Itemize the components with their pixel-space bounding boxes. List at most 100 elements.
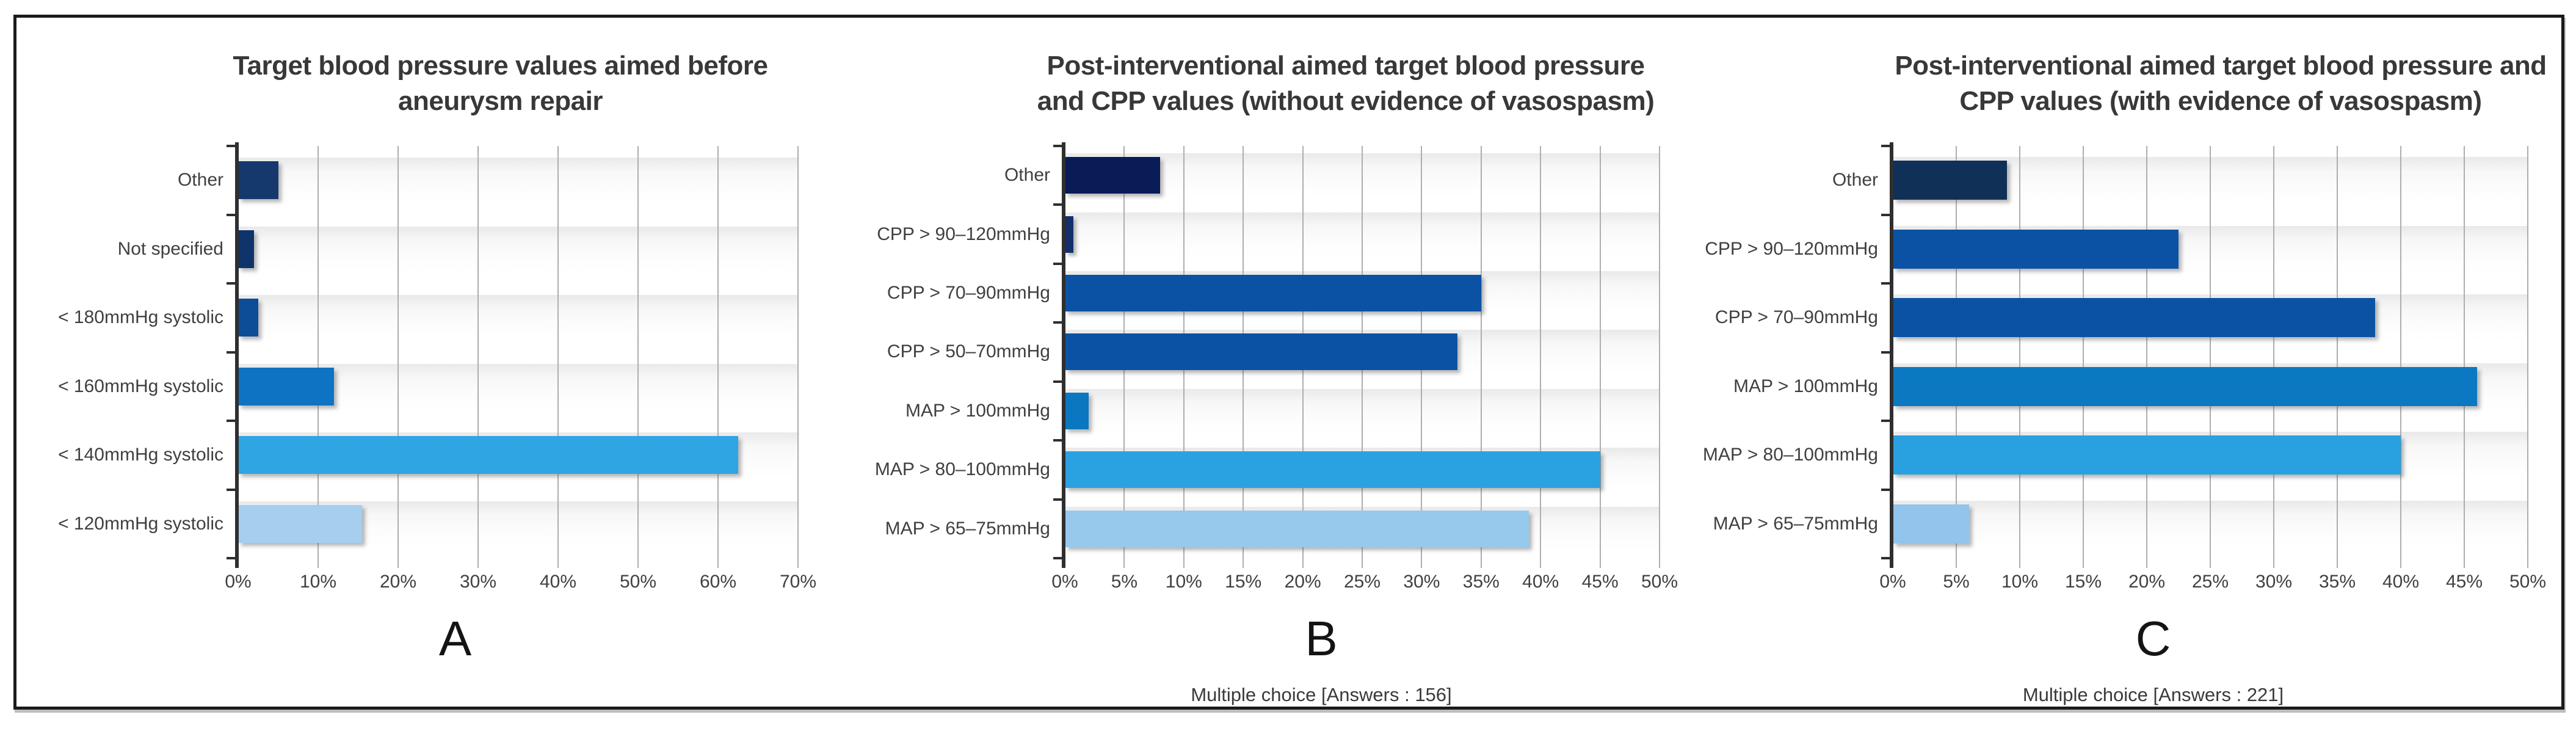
bar-track bbox=[238, 295, 798, 341]
category-label: Other bbox=[1004, 165, 1050, 186]
x-tick-label: 40% bbox=[2382, 572, 2420, 592]
category-label: CPP > 70–90mmHg bbox=[887, 283, 1050, 304]
bar bbox=[238, 299, 258, 337]
x-axis-tick-labels: 0% 5% 10% 15% 20% 25% 30% 35% 40% 45% 50% bbox=[1051, 568, 1678, 601]
gridline bbox=[2464, 146, 2465, 568]
gridline bbox=[397, 146, 399, 568]
gridline bbox=[1956, 146, 1957, 568]
plot-area: Other CPP > 90–120mmHg CPP > 70–90mmHg MAP … bbox=[1703, 142, 2528, 568]
gridline bbox=[1540, 146, 1542, 568]
x-tick-label: 0% bbox=[1879, 572, 1906, 592]
bar bbox=[1065, 157, 1160, 194]
plot-area: Other CPP > 90–120mmHg CPP > 70–90mmHg CPP … bbox=[875, 142, 1660, 568]
gridline bbox=[797, 146, 799, 568]
y-axis-tick bbox=[1053, 203, 1062, 206]
x-tick-label: 45% bbox=[2445, 572, 2483, 592]
bar bbox=[1065, 216, 1073, 253]
panel-letter: C bbox=[2135, 611, 2171, 666]
gridline bbox=[2337, 146, 2338, 568]
panel-caption: Multiple choice [Answers : 156] bbox=[1191, 684, 1452, 705]
bar bbox=[1893, 504, 1969, 544]
x-tick-label: 35% bbox=[1462, 572, 1500, 592]
plot-area: Other Not specified < 180mmHg systolic < 16… bbox=[58, 142, 799, 568]
y-axis-tick bbox=[1053, 498, 1062, 501]
category-label: Other bbox=[1832, 170, 1878, 191]
bar-row: MAP > 80–100mmHg bbox=[875, 440, 1660, 499]
y-axis-line bbox=[1062, 142, 1065, 568]
y-axis-tick bbox=[1053, 145, 1062, 147]
gridline bbox=[2019, 146, 2020, 568]
bar bbox=[1065, 451, 1600, 489]
x-tick-label: 5% bbox=[1111, 572, 1138, 592]
x-tick-label: 30% bbox=[459, 572, 497, 592]
y-axis-tick bbox=[227, 351, 236, 354]
bar bbox=[1065, 333, 1457, 371]
x-axis-tick-labels: 0% 5% 10% 15% 20% 25% 30% 35% 40% 45% 50% bbox=[1879, 568, 2546, 601]
gridline bbox=[317, 146, 319, 568]
y-axis-line bbox=[1890, 142, 1893, 568]
gridline bbox=[717, 146, 719, 568]
x-tick-label: 25% bbox=[1343, 572, 1381, 592]
category-label: < 180mmHg systolic bbox=[58, 307, 223, 328]
category-label: MAP > 100mmHg bbox=[1733, 376, 1878, 396]
y-axis-tick bbox=[1053, 262, 1062, 265]
x-tick-label: 20% bbox=[2128, 572, 2166, 592]
category-label: < 160mmHg systolic bbox=[58, 376, 223, 396]
x-tick-label: 50% bbox=[2509, 572, 2547, 592]
category-label: CPP > 50–70mmHg bbox=[887, 341, 1050, 362]
y-axis-line bbox=[235, 142, 239, 568]
gridline bbox=[2400, 146, 2401, 568]
category-label: CPP > 90–120mmHg bbox=[1705, 238, 1878, 259]
y-axis-tick bbox=[1881, 282, 1890, 285]
y-axis-tick bbox=[227, 557, 236, 559]
x-tick-label: 20% bbox=[379, 572, 417, 592]
bar-row: Not specified bbox=[118, 215, 798, 284]
bar-row: MAP > 100mmHg bbox=[1733, 352, 2528, 421]
bar-row: Other bbox=[178, 146, 798, 215]
bar bbox=[1893, 161, 2008, 200]
chart-title: Post-interventional aimed target blood p… bbox=[1037, 51, 1655, 117]
bar-row: < 160mmHg systolic bbox=[58, 352, 798, 421]
y-axis-tick bbox=[1053, 380, 1062, 383]
y-axis-tick bbox=[1053, 439, 1062, 442]
gridline bbox=[2083, 146, 2084, 568]
bar bbox=[238, 367, 335, 406]
category-label: MAP > 65–75mmHg bbox=[885, 518, 1050, 539]
gridline bbox=[557, 146, 559, 568]
category-label: Other bbox=[177, 170, 223, 191]
y-axis-tick bbox=[1053, 321, 1062, 324]
gridline bbox=[2527, 146, 2528, 568]
bar bbox=[1893, 298, 2376, 338]
chart-panel: Post-interventional aimed target blood p… bbox=[875, 18, 1749, 707]
gridline bbox=[1659, 146, 1660, 568]
bar-row: < 180mmHg systolic bbox=[58, 283, 798, 352]
bar bbox=[1893, 435, 2401, 475]
x-tick-label: 60% bbox=[699, 572, 737, 592]
x-tick-label: 45% bbox=[1581, 572, 1619, 592]
chart-panel: Target blood pressure values aimed befor… bbox=[16, 18, 894, 707]
chart-panel: Post-interventional aimed target blood p… bbox=[1703, 18, 2558, 707]
gridline bbox=[2273, 146, 2274, 568]
bar-row: CPP > 50–70mmHg bbox=[887, 322, 1660, 381]
bar bbox=[1065, 392, 1089, 429]
y-axis-tick bbox=[1881, 145, 1890, 147]
y-axis-tick bbox=[1881, 488, 1890, 491]
y-axis-tick bbox=[227, 420, 236, 422]
bar-track bbox=[238, 226, 798, 272]
chart-title: Target blood pressure values aimed befor… bbox=[233, 51, 768, 117]
x-tick-label: 15% bbox=[2064, 572, 2102, 592]
bar-row: MAP > 80–100mmHg bbox=[1703, 421, 2528, 490]
panel-caption: Multiple choice [Answers : 221] bbox=[2022, 684, 2284, 705]
y-axis-tick bbox=[1881, 557, 1890, 559]
x-tick-label: 40% bbox=[1522, 572, 1559, 592]
x-tick-label: 35% bbox=[2318, 572, 2356, 592]
x-axis-tick-labels: 0% 10% 20% 30% 40% 50% 60% 70% bbox=[225, 568, 816, 601]
category-label: CPP > 70–90mmHg bbox=[1714, 307, 1878, 328]
category-label: < 140mmHg systolic bbox=[58, 445, 223, 465]
category-label: < 120mmHg systolic bbox=[58, 513, 223, 534]
bar-row: MAP > 65–75mmHg bbox=[885, 500, 1660, 558]
category-label: CPP > 90–120mmHg bbox=[877, 224, 1050, 244]
panel-letter: B bbox=[1305, 611, 1338, 666]
x-tick-label: 50% bbox=[1641, 572, 1678, 592]
